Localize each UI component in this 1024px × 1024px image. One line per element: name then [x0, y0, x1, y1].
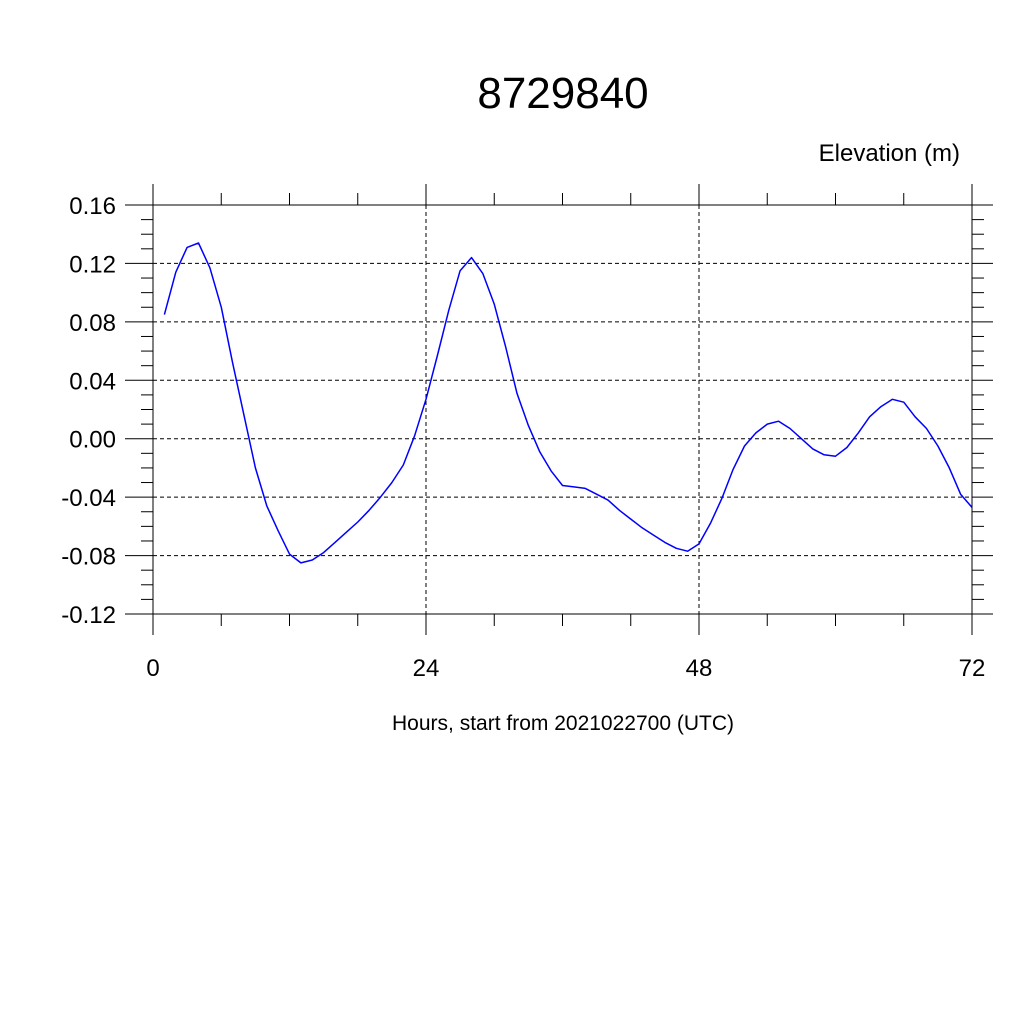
y-tick-label: 0.00	[69, 427, 116, 454]
y-tick-label: 0.16	[69, 193, 116, 220]
chart-title: 8729840	[477, 69, 648, 118]
elevation-series-line	[163, 242, 973, 564]
plot-frame	[152, 204, 973, 615]
x-tick-label: 72	[959, 655, 986, 682]
tick-labels: -0.12 -0.08 -0.04 0.00 0.04 0.08 0.12 0.16 0 24 48…	[61, 193, 985, 682]
grid-lines	[153, 204, 972, 615]
x-tick-label: 48	[686, 655, 713, 682]
y-axis-label: Elevation (m)	[819, 140, 960, 167]
y-tick-label: -0.04	[61, 485, 116, 512]
series-layer	[163, 242, 973, 564]
x-tick-label: 0	[146, 655, 159, 682]
x-axis-label: Hours, start from 2021022700 (UTC)	[392, 712, 734, 735]
axis-ticks	[125, 184, 993, 635]
y-tick-label: 0.08	[69, 310, 116, 337]
y-tick-label: 0.12	[69, 251, 116, 278]
y-tick-label: 0.04	[69, 368, 116, 395]
y-tick-label: -0.12	[61, 602, 116, 629]
y-tick-label: -0.08	[61, 544, 116, 571]
x-tick-label: 24	[413, 655, 440, 682]
